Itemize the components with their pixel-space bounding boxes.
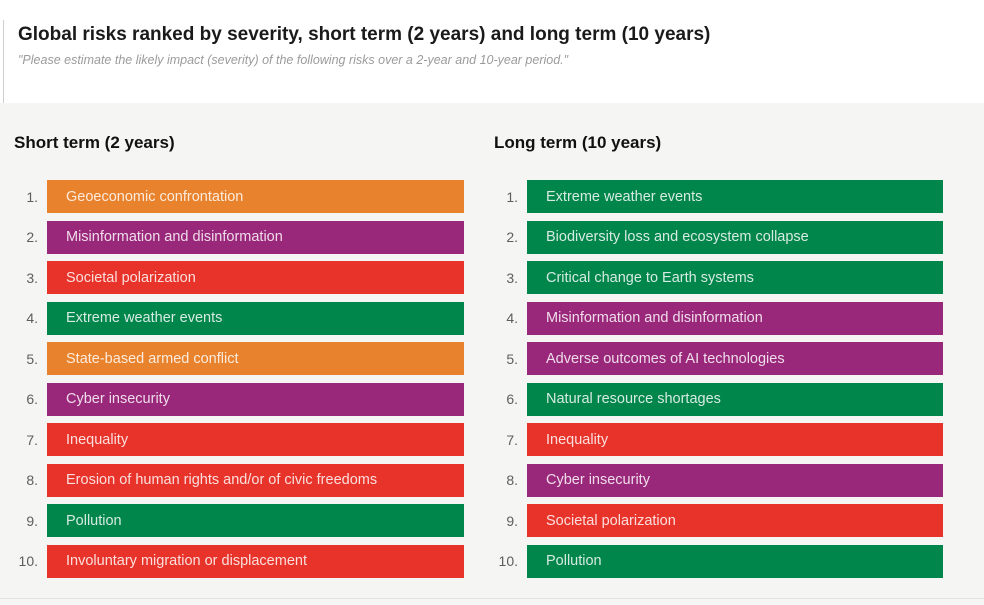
rank-row: 3. Societal polarization <box>0 261 464 294</box>
rank-number: 7. <box>26 431 38 448</box>
risk-bar: Natural resource shortages <box>527 382 943 416</box>
risk-label: Societal polarization <box>546 512 676 529</box>
risk-bar: Pollution <box>47 504 464 537</box>
rank-number: 2. <box>26 229 38 245</box>
risk-bar: Cyber insecurity <box>47 382 464 416</box>
risk-label: Biodiversity loss and ecosystem collapse <box>546 229 809 245</box>
risk-label: Inequality <box>66 431 129 448</box>
rank-number: 4. <box>506 310 518 326</box>
risk-label: Extreme weather events <box>546 188 703 205</box>
rank-number: 1. <box>26 188 38 205</box>
figure-subtitle: "Please estimate the likely impact (seve… <box>18 52 569 67</box>
rank-number: 7. <box>506 431 518 448</box>
rank-row: 5. Adverse outcomes of AI technologies <box>480 342 943 375</box>
risk-bar: Societal polarization <box>47 261 464 294</box>
risk-label: Natural resource shortages <box>546 391 721 407</box>
rank-row: 1. Extreme weather events <box>480 180 943 213</box>
figure-header: Global risks ranked by severity, short t… <box>0 0 984 103</box>
risk-bar: State-based armed conflict <box>47 342 464 375</box>
rank-number: 5. <box>506 350 518 367</box>
rank-row: 1. Geoeconomic confrontation <box>0 180 464 213</box>
rank-row: 8. Erosion of human rights and/or of civi… <box>0 463 464 497</box>
rank-number: 3. <box>26 269 38 286</box>
risk-bar: Adverse outcomes of AI technologies <box>527 342 943 375</box>
rank-row: 3. Critical change to Earth systems <box>480 261 943 294</box>
risk-bar: Misinformation and disinformation <box>527 301 943 335</box>
rank-row: 4. Misinformation and disinformation <box>480 301 943 335</box>
ranking-panel: Short term (2 years) 1. Geoeconomic confr… <box>0 103 984 605</box>
rank-number: 2. <box>506 229 518 245</box>
risk-label: Pollution <box>66 512 122 529</box>
long-term-list: 1. Extreme weather events 2. Biodiversity l… <box>480 180 943 578</box>
risk-label: Erosion of human rights and/or of civic … <box>66 472 378 488</box>
rank-number: 10. <box>18 553 38 569</box>
column-title-long-term: Long term (10 years) <box>494 133 662 152</box>
risk-label: Misinformation and disinformation <box>546 310 763 326</box>
risk-bar: Erosion of human rights and/or of civic … <box>47 463 464 497</box>
risk-bar: Involuntary migration or displacement <box>47 544 464 578</box>
rank-row: 9. Pollution <box>0 504 464 537</box>
risk-bar: Geoeconomic confrontation <box>47 180 464 213</box>
risk-label: Misinformation and disinformation <box>66 229 283 245</box>
figure-title: Global risks ranked by severity, short t… <box>18 24 711 45</box>
rank-row: 2. Misinformation and disinformation <box>0 220 464 254</box>
rank-row: 8. Cyber insecurity <box>480 463 943 497</box>
rank-number: 1. <box>506 188 518 205</box>
risk-label: Geoeconomic confrontation <box>66 188 244 205</box>
rank-number: 8. <box>506 472 518 488</box>
risk-label: Involuntary migration or displacement <box>66 553 307 569</box>
short-term-list: 1. Geoeconomic confrontation 2. Misinformat… <box>0 180 464 578</box>
rank-row: 9. Societal polarization <box>480 504 943 537</box>
risk-label: Societal polarization <box>66 269 196 286</box>
column-long-term: Long term (10 years) 1. Extreme weather e… <box>480 133 943 605</box>
bottom-divider <box>0 598 984 599</box>
risk-bar: Societal polarization <box>527 504 943 537</box>
rank-row: 5. State-based armed conflict <box>0 342 464 375</box>
column-title-short-term: Short term (2 years) <box>14 133 175 152</box>
risk-bar: Biodiversity loss and ecosystem collapse <box>527 220 943 254</box>
risk-label: Critical change to Earth systems <box>546 269 754 286</box>
rank-number: 4. <box>26 310 38 326</box>
risk-label: Cyber insecurity <box>66 391 170 407</box>
rank-number: 10. <box>498 553 518 569</box>
rank-number: 9. <box>506 512 518 529</box>
risk-label: Extreme weather events <box>66 310 223 326</box>
rank-row: 7. Inequality <box>0 423 464 456</box>
risk-label: Adverse outcomes of AI technologies <box>546 350 785 367</box>
rank-row: 2. Biodiversity loss and ecosystem collap… <box>480 220 943 254</box>
risk-bar: Critical change to Earth systems <box>527 261 943 294</box>
rank-row: 4. Extreme weather events <box>0 301 464 335</box>
rank-row: 6. Cyber insecurity <box>0 382 464 416</box>
risk-label: Pollution <box>546 553 602 569</box>
rank-number: 6. <box>506 391 518 407</box>
rank-row: 10. Pollution <box>480 544 943 578</box>
left-border-line <box>3 20 4 103</box>
risk-bar: Extreme weather events <box>527 180 943 213</box>
rank-number: 6. <box>26 391 38 407</box>
rank-number: 3. <box>506 269 518 286</box>
risk-label: State-based armed conflict <box>66 350 239 367</box>
risk-bar: Misinformation and disinformation <box>47 220 464 254</box>
rank-row: 6. Natural resource shortages <box>480 382 943 416</box>
rank-number: 8. <box>26 472 38 488</box>
risk-bar: Extreme weather events <box>47 301 464 335</box>
risk-bar: Cyber insecurity <box>527 463 943 497</box>
column-short-term: Short term (2 years) 1. Geoeconomic confr… <box>0 133 464 605</box>
risk-bar: Inequality <box>47 423 464 456</box>
rank-number: 9. <box>26 512 38 529</box>
rank-row: 7. Inequality <box>480 423 943 456</box>
risk-bar: Pollution <box>527 544 943 578</box>
rank-row: 10. Involuntary migration or displacement <box>0 544 464 578</box>
risk-label: Inequality <box>546 431 609 448</box>
rank-number: 5. <box>26 350 38 367</box>
risk-bar: Inequality <box>527 423 943 456</box>
risk-label: Cyber insecurity <box>546 472 650 488</box>
